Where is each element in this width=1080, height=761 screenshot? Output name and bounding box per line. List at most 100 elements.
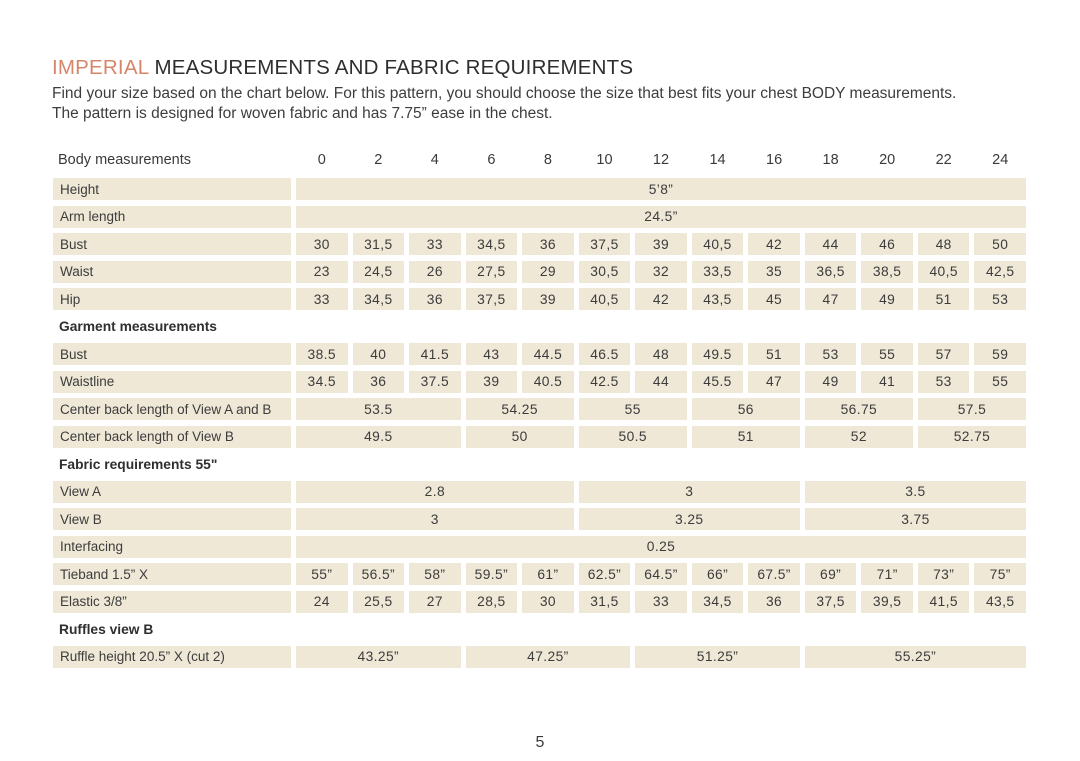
value-cell: 59 bbox=[974, 343, 1026, 365]
value-cell: 42.5 bbox=[578, 370, 631, 393]
value-cell: 39 bbox=[465, 370, 518, 393]
value-cell: 3.75 bbox=[804, 508, 1026, 530]
value-cell: 37.5 bbox=[409, 370, 461, 393]
value-cell: 46.5 bbox=[578, 343, 631, 365]
table-row: Center back length of View A and B 53.5 54… bbox=[53, 398, 1026, 420]
value-cell: 41.5 bbox=[409, 343, 461, 365]
value-cell: 48 bbox=[635, 343, 687, 365]
value-cell: 5’8” bbox=[296, 178, 1026, 200]
value-cell: 37,5 bbox=[465, 288, 518, 310]
table-row: Elastic 3/8” 24 25,5 27 28,5 30 31,5 33 34,5 36 37… bbox=[53, 590, 1026, 613]
value-cell: 73” bbox=[917, 563, 970, 585]
size-column-header: 10 bbox=[596, 152, 613, 168]
value-cell: 36,5 bbox=[804, 260, 857, 283]
value-cell: 33 bbox=[409, 233, 461, 255]
value-cell: 40,5 bbox=[691, 233, 744, 255]
value-cell: 33 bbox=[296, 288, 348, 310]
value-cell: 44 bbox=[635, 370, 687, 393]
value-cell: 41 bbox=[861, 370, 913, 393]
size-table: Body measurements 0 2 4 6 8 10 12 14 16 18 20 22 24 … bbox=[53, 150, 1026, 673]
page-title-rest: MEASUREMENTS AND FABRIC REQUIREMENTS bbox=[148, 56, 634, 79]
value-cell: 27 bbox=[409, 590, 461, 613]
row-label: Waistline bbox=[53, 370, 291, 393]
row-label: View B bbox=[53, 508, 291, 530]
value-cell: 41,5 bbox=[917, 590, 970, 613]
value-cell: 26 bbox=[409, 260, 461, 283]
value-cell: 37,5 bbox=[804, 590, 857, 613]
section-label: Garment measurements bbox=[59, 319, 217, 334]
value-cell: 30,5 bbox=[578, 260, 631, 283]
value-cell: 49 bbox=[861, 288, 913, 310]
value-cell: 27,5 bbox=[465, 260, 518, 283]
value-cell: 71” bbox=[861, 563, 913, 585]
value-cell: 53 bbox=[804, 343, 857, 365]
table-row: Ruffle height 20.5” X (cut 2) 43.25” 47.25… bbox=[53, 645, 1026, 668]
row-label: Tieband 1.5” X bbox=[53, 563, 291, 585]
table-row: Hip 33 34,5 36 37,5 39 40,5 42 43,5 45 47 49 51 53 bbox=[53, 288, 1026, 310]
size-column-header: 24 bbox=[992, 152, 1009, 168]
value-cell: 43 bbox=[465, 343, 518, 365]
value-cell: 75” bbox=[974, 563, 1026, 585]
header-row: Body measurements 0 2 4 6 8 10 12 14 16 18 20 22 24 bbox=[53, 150, 1026, 170]
table-row: Center back length of View B 49.5 50 50.5 51… bbox=[53, 425, 1026, 448]
row-label: Waist bbox=[53, 260, 291, 283]
value-cell: 36 bbox=[352, 370, 405, 393]
value-cell: 53 bbox=[917, 370, 970, 393]
value-cell: 57 bbox=[917, 343, 970, 365]
subtitle-line-1: Find your size based on the chart below.… bbox=[52, 85, 957, 102]
value-cell: 59.5” bbox=[465, 563, 518, 585]
value-cell: 48 bbox=[917, 233, 970, 255]
section-header-row: Fabric requirements 55" bbox=[53, 453, 1026, 475]
table-row: Waist 23 24,5 26 27,5 29 30,5 32 33,5 35 36,5 38,5 4… bbox=[53, 260, 1026, 283]
value-cell: 44 bbox=[804, 233, 857, 255]
value-cell: 51 bbox=[748, 343, 800, 365]
value-cell: 3.25 bbox=[578, 508, 800, 530]
value-cell: 52.75 bbox=[917, 425, 1026, 448]
value-cell: 56 bbox=[691, 398, 800, 420]
value-cell: 29 bbox=[522, 260, 574, 283]
value-cell: 39,5 bbox=[861, 590, 913, 613]
row-label: View A bbox=[53, 480, 291, 503]
value-cell: 31,5 bbox=[578, 590, 631, 613]
value-cell: 47 bbox=[804, 288, 857, 310]
page-number: 5 bbox=[535, 734, 545, 751]
value-cell: 36 bbox=[748, 590, 800, 613]
value-cell: 39 bbox=[635, 233, 687, 255]
value-cell: 50.5 bbox=[578, 425, 687, 448]
row-label: Center back length of View A and B bbox=[53, 398, 291, 420]
value-cell: 2.8 bbox=[296, 480, 574, 503]
value-cell: 30 bbox=[522, 590, 574, 613]
value-cell: 49 bbox=[804, 370, 857, 393]
value-cell: 43.25” bbox=[296, 645, 461, 668]
value-cell: 46 bbox=[861, 233, 913, 255]
value-cell: 42,5 bbox=[974, 260, 1026, 283]
header-label: Body measurements bbox=[58, 152, 191, 168]
value-cell: 49.5 bbox=[691, 343, 744, 365]
value-cell: 24.5” bbox=[296, 205, 1026, 228]
value-cell: 66” bbox=[691, 563, 744, 585]
value-cell: 34,5 bbox=[352, 288, 405, 310]
value-cell: 52 bbox=[804, 425, 913, 448]
value-cell: 24,5 bbox=[352, 260, 405, 283]
value-cell: 39 bbox=[522, 288, 574, 310]
value-cell: 36 bbox=[409, 288, 461, 310]
value-cell: 55 bbox=[974, 370, 1026, 393]
size-column-header: 20 bbox=[879, 152, 896, 168]
value-cell: 55” bbox=[296, 563, 348, 585]
value-cell: 69” bbox=[804, 563, 857, 585]
value-cell: 34,5 bbox=[465, 233, 518, 255]
value-cell: 51.25” bbox=[635, 645, 800, 668]
value-cell: 55.25” bbox=[804, 645, 1026, 668]
row-label: Elastic 3/8” bbox=[53, 590, 291, 613]
section-label: Fabric requirements 55" bbox=[59, 456, 218, 472]
value-cell: 43,5 bbox=[691, 288, 744, 310]
page-header: IMPERIAL MEASUREMENTS AND FABRIC REQUIRE… bbox=[52, 56, 1028, 123]
value-cell: 44.5 bbox=[522, 343, 574, 365]
subtitle-line-2: The pattern is designed for woven fabric… bbox=[52, 104, 553, 122]
value-cell: 40,5 bbox=[578, 288, 631, 310]
value-cell: 31,5 bbox=[352, 233, 405, 255]
value-cell: 55 bbox=[578, 398, 687, 420]
size-column-header: 22 bbox=[935, 152, 952, 168]
row-label: Hip bbox=[53, 288, 291, 310]
value-cell: 3 bbox=[296, 508, 574, 530]
